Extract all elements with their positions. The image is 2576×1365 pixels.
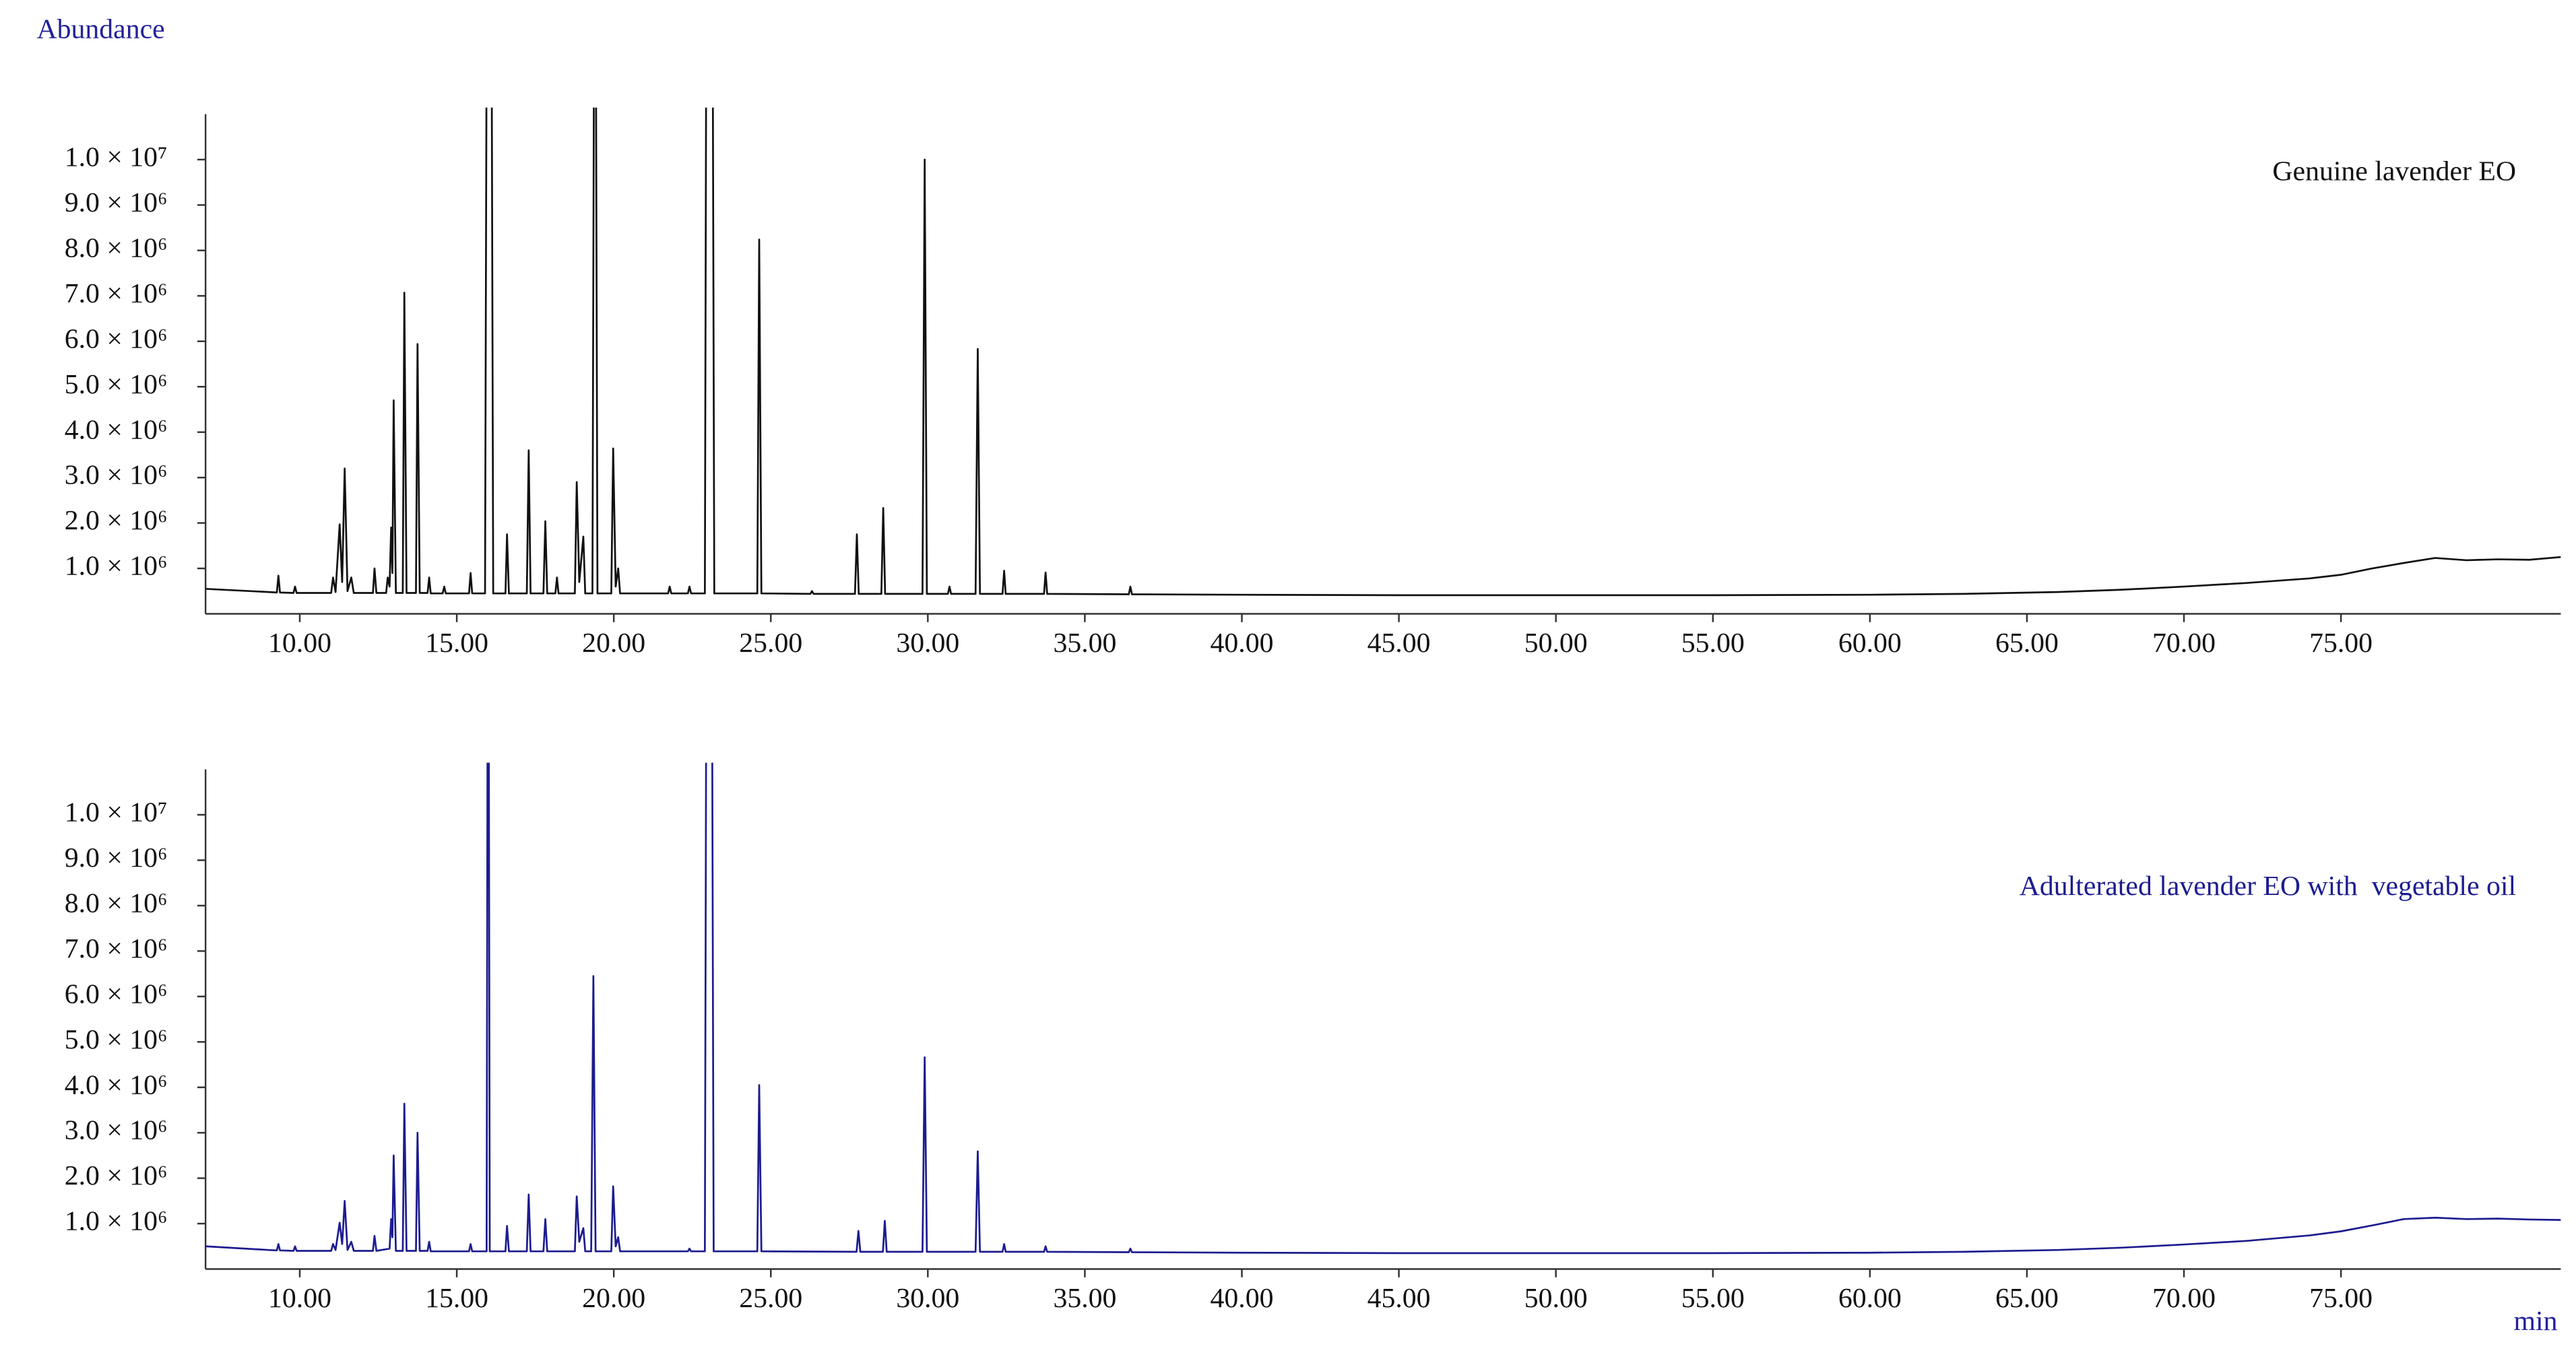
legend-label: Genuine lavender EO xyxy=(2272,156,2516,187)
x-tick-label: 65.00 xyxy=(1995,1283,2059,1314)
x-tick-label: 25.00 xyxy=(739,1283,802,1314)
y-tick-label: 4.0 × 10⁶ xyxy=(65,1069,168,1100)
y-tick-label: 1.0 × 10⁶ xyxy=(65,551,168,582)
x-tick-label: 70.00 xyxy=(2152,1283,2216,1314)
y-tick-label: 9.0 × 10⁶ xyxy=(65,187,168,218)
x-tick-label: 75.00 xyxy=(2309,1283,2373,1314)
y-tick-label: 1.0 × 10⁷ xyxy=(65,142,168,173)
y-tick-label: 5.0 × 10⁶ xyxy=(65,369,168,400)
y-axis-title: Abundance xyxy=(37,13,165,44)
x-tick-label: 35.00 xyxy=(1053,1283,1116,1314)
y-tick-label: 2.0 × 10⁶ xyxy=(65,505,168,536)
x-tick-label: 50.00 xyxy=(1524,1283,1588,1314)
x-tick-label: 45.00 xyxy=(1367,628,1431,659)
x-tick-label: 75.00 xyxy=(2309,628,2373,659)
y-tick-label: 6.0 × 10⁶ xyxy=(65,323,168,354)
y-tick-label: 7.0 × 10⁶ xyxy=(65,933,168,964)
trace xyxy=(205,107,2561,597)
x-tick-label: 15.00 xyxy=(425,628,488,659)
y-tick-label: 1.0 × 10⁷ xyxy=(65,797,168,828)
y-tick-label: 2.0 × 10⁶ xyxy=(65,1160,168,1191)
x-tick-label: 25.00 xyxy=(739,628,802,659)
trace xyxy=(205,762,2561,1255)
x-tick-label: 65.00 xyxy=(1995,628,2059,659)
x-tick-label: 45.00 xyxy=(1367,1283,1431,1314)
x-axis-title: min xyxy=(2514,1306,2558,1337)
x-tick-label: 30.00 xyxy=(896,628,959,659)
y-tick-label: 9.0 × 10⁶ xyxy=(65,842,168,873)
x-tick-label: 55.00 xyxy=(1681,628,1745,659)
x-tick-label: 15.00 xyxy=(425,1283,488,1314)
legend-label: Adulterated lavender EO with vegetable o… xyxy=(2020,871,2516,902)
x-tick-label: 55.00 xyxy=(1681,1283,1745,1314)
x-tick-label: 10.00 xyxy=(268,628,331,659)
y-tick-label: 6.0 × 10⁶ xyxy=(65,978,168,1009)
y-tick-label: 3.0 × 10⁶ xyxy=(65,1115,168,1146)
y-tick-label: 8.0 × 10⁶ xyxy=(65,232,168,263)
x-tick-label: 40.00 xyxy=(1211,1283,1274,1314)
x-tick-label: 35.00 xyxy=(1053,628,1116,659)
y-tick-label: 4.0 × 10⁶ xyxy=(65,414,168,445)
x-tick-label: 20.00 xyxy=(582,628,645,659)
y-tick-label: 3.0 × 10⁶ xyxy=(65,460,168,491)
x-tick-label: 70.00 xyxy=(2152,628,2216,659)
y-tick-label: 7.0 × 10⁶ xyxy=(65,278,168,309)
x-tick-label: 60.00 xyxy=(1838,628,1902,659)
y-tick-label: 8.0 × 10⁶ xyxy=(65,888,168,919)
y-tick-label: 5.0 × 10⁶ xyxy=(65,1024,168,1055)
x-tick-label: 10.00 xyxy=(268,1283,331,1314)
x-tick-label: 30.00 xyxy=(896,1283,959,1314)
x-tick-label: 50.00 xyxy=(1524,628,1588,659)
x-tick-label: 40.00 xyxy=(1211,628,1274,659)
y-tick-label: 1.0 × 10⁶ xyxy=(65,1206,168,1237)
x-tick-label: 20.00 xyxy=(582,1283,645,1314)
x-tick-label: 60.00 xyxy=(1838,1283,1902,1314)
